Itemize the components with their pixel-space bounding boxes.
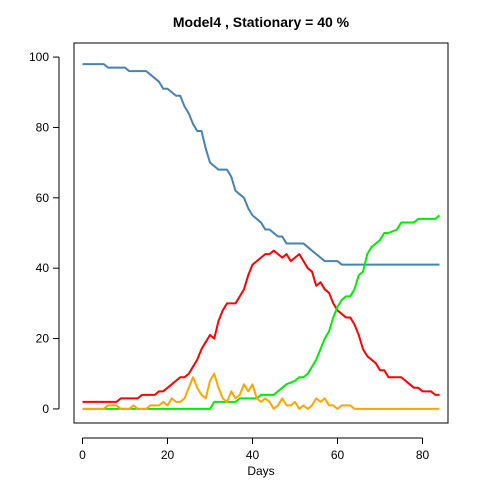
plot-frame	[73, 42, 449, 424]
x-axis-label: Days	[247, 464, 274, 478]
chart-title: Model4 , Stationary = 40 %	[173, 14, 350, 30]
y-axis: 0 20 40 60 80 100	[29, 50, 60, 416]
y-tick-label: 60	[36, 191, 50, 205]
series-layer	[82, 63, 441, 410]
y-tick-label: 40	[36, 261, 50, 275]
x-tick-label: 60	[331, 448, 345, 462]
x-tick-label: 20	[161, 448, 175, 462]
x-tick-label: 0	[79, 448, 86, 462]
y-tick-label: 100	[29, 50, 49, 64]
series-line-2	[82, 249, 440, 403]
y-tick-label: 80	[36, 120, 50, 134]
series-line-4	[82, 372, 440, 410]
series-line-1	[82, 63, 440, 266]
series-line-3	[82, 214, 441, 410]
x-tick-label: 40	[246, 448, 260, 462]
y-tick-label: 0	[42, 402, 49, 416]
y-tick-label: 20	[36, 332, 50, 346]
x-tick-label: 80	[416, 448, 430, 462]
x-axis: 0 20 40 60 80	[79, 437, 430, 462]
